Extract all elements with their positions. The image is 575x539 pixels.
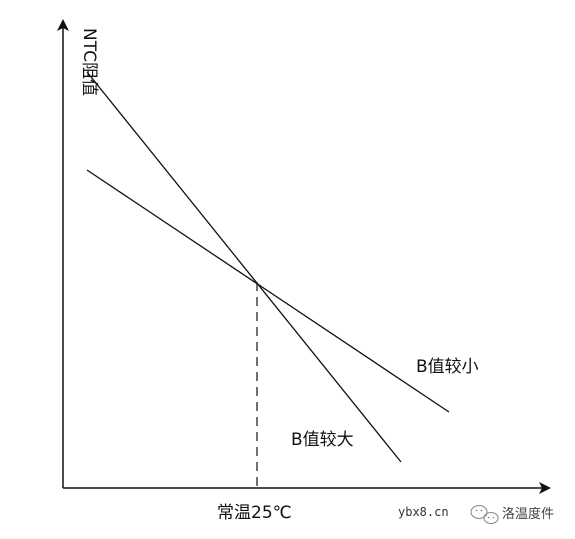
watermark-brand-text: 洛温度件 xyxy=(502,506,554,522)
b-large-curve xyxy=(86,71,402,463)
watermark-site-text: ybx8.cn xyxy=(398,505,449,519)
wechat-official-account-icon xyxy=(470,504,499,525)
b-small-label: B值较小 xyxy=(416,357,479,377)
b-large-label: B值较大 xyxy=(291,430,354,450)
y-axis-label: NTC阻值 xyxy=(79,28,99,96)
room-temperature-label: 常温25℃ xyxy=(217,503,292,523)
b-small-curve xyxy=(86,169,450,413)
